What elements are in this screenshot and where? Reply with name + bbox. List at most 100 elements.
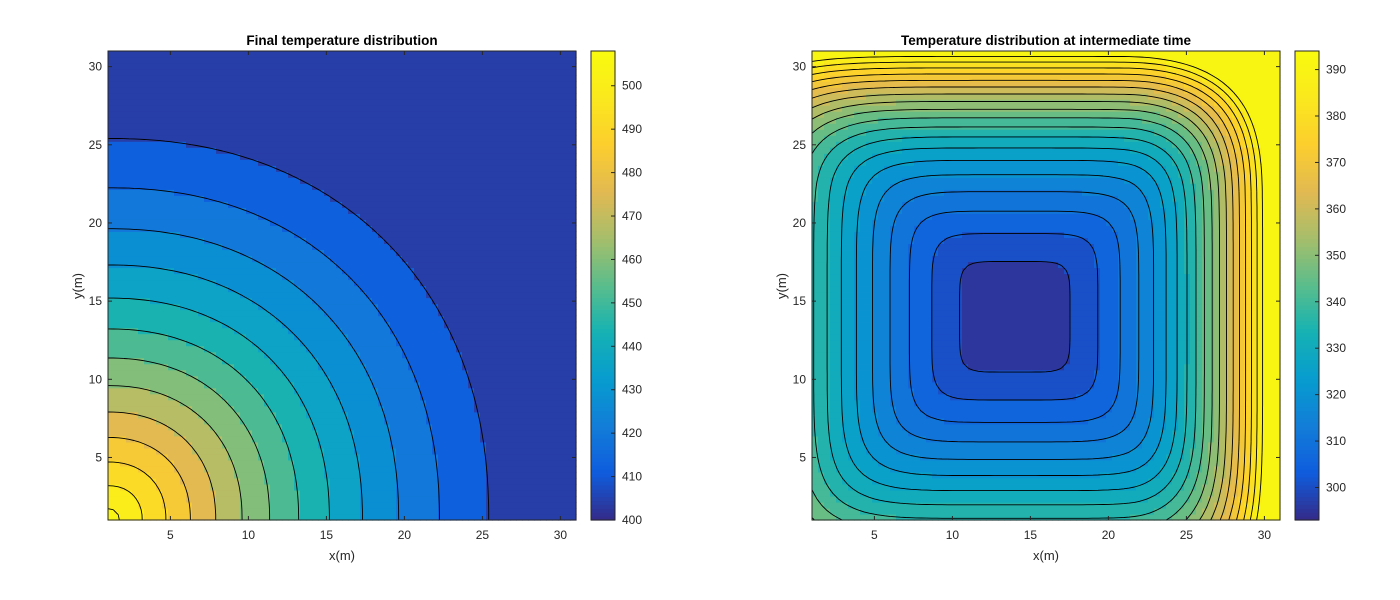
contour-cell	[408, 321, 415, 329]
contour-cell	[156, 255, 163, 263]
contour-cell	[396, 129, 403, 136]
contour-cell	[402, 507, 409, 515]
contour-cell	[390, 351, 397, 359]
contour-cell	[150, 489, 157, 497]
contour-cell	[180, 81, 187, 88]
contour-cell	[174, 441, 181, 449]
contour-cell	[276, 327, 283, 335]
contour-cell	[216, 117, 223, 124]
contour-cell	[270, 471, 277, 479]
contour-cell	[240, 399, 247, 407]
contour-cell	[276, 219, 283, 226]
contour-cell	[132, 69, 139, 76]
contour-cell	[414, 363, 421, 371]
contour-cell	[150, 393, 157, 401]
contour-cell	[210, 279, 217, 287]
contour-cell	[264, 351, 271, 359]
contour-cell	[198, 81, 205, 88]
contour-cell	[252, 123, 259, 130]
contour-cell	[342, 117, 349, 124]
contour-cell	[414, 483, 421, 491]
contour-cell	[444, 261, 451, 269]
contour-cell	[330, 219, 337, 226]
contour-cell	[108, 321, 115, 329]
contour-cell	[150, 183, 157, 190]
contour-cell	[426, 297, 433, 305]
contour-cell	[360, 465, 367, 473]
contour-cell	[204, 159, 211, 166]
contour-cell	[324, 117, 331, 124]
contour-cell	[150, 231, 157, 238]
contour-cell	[354, 501, 361, 509]
contour-cell	[246, 369, 253, 377]
contour-cell	[138, 141, 145, 148]
contour-cell	[114, 99, 121, 106]
contour-cell	[402, 345, 409, 353]
contour-cell	[480, 213, 487, 220]
contour-cell	[342, 159, 349, 166]
contour-cell	[444, 483, 451, 491]
contour-cell	[456, 135, 463, 142]
contour-cell	[390, 159, 397, 166]
contour-cell	[162, 177, 169, 184]
contour-cell	[246, 183, 253, 190]
contour-cell	[408, 219, 415, 226]
contour-cell	[366, 123, 373, 130]
contour-cell	[384, 147, 391, 154]
contour-cell	[426, 387, 433, 395]
contour-cell	[336, 369, 343, 377]
contour-cell	[222, 501, 229, 509]
contour-cell	[162, 429, 169, 437]
contour-cell	[246, 153, 253, 160]
contour-cell	[474, 333, 481, 341]
contour-cell	[300, 291, 307, 299]
contour-cell	[282, 465, 289, 473]
contour-cell	[402, 231, 409, 238]
contour-cell	[204, 417, 211, 425]
contour-cell	[132, 159, 139, 166]
contour-cell	[486, 333, 493, 341]
contour-cell	[198, 303, 205, 311]
contour-cell	[120, 69, 127, 76]
contour-cell	[396, 309, 403, 317]
contour-cell	[114, 57, 121, 64]
contour-cell	[438, 213, 445, 220]
contour-cell	[144, 207, 151, 214]
contour-cell	[162, 255, 169, 263]
contour-cell	[330, 261, 337, 269]
contour-cell	[312, 141, 319, 148]
contour-cell	[336, 279, 343, 287]
contour-cell	[402, 465, 409, 473]
contour-cell	[384, 405, 391, 413]
contour-cell	[282, 315, 289, 323]
contour-cell	[120, 267, 127, 275]
contour-cell	[246, 123, 253, 130]
contour-cell	[138, 495, 145, 503]
contour-cell	[312, 501, 319, 509]
contour-cell	[168, 255, 175, 263]
contour-cell	[246, 267, 253, 275]
contour-cell	[150, 177, 157, 184]
contour-cell	[156, 339, 163, 347]
contour-cell	[198, 417, 205, 425]
contour-cell	[450, 411, 457, 419]
contour-cell	[414, 279, 421, 287]
contour-cell	[378, 303, 385, 311]
contour-cell	[312, 285, 319, 293]
contour-cell	[210, 357, 217, 365]
contour-cell	[126, 123, 133, 130]
contour-cell	[186, 399, 193, 407]
contour-cell	[468, 345, 475, 353]
contour-cell	[414, 291, 421, 299]
contour-cell	[216, 75, 223, 82]
contour-cell	[162, 111, 169, 118]
contour-cell	[402, 279, 409, 287]
contour-cell	[282, 471, 289, 479]
contour-cell	[246, 87, 253, 94]
contour-cell	[186, 165, 193, 172]
contour-cell	[276, 237, 283, 245]
contour-cell	[372, 375, 379, 383]
contour-cell	[318, 321, 325, 329]
contour-cell	[480, 189, 487, 196]
contour-cell	[390, 459, 397, 467]
